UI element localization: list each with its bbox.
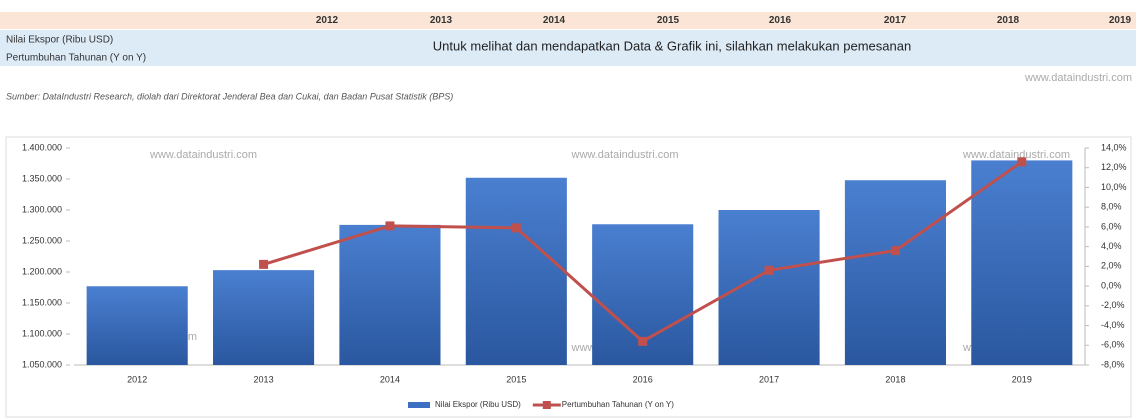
y-tick-label: 1.100.000 [22,328,62,338]
marker [764,265,774,275]
x-tick-label: 2016 [633,374,653,384]
y-tick-label: 1.250.000 [22,235,62,245]
row-label: Nilai Ekspor (Ribu USD) [6,35,113,46]
watermark: www.dataindustri.com [1024,72,1132,84]
y2-tick-label: -6,0% [1101,340,1125,350]
marker [385,221,395,231]
x-tick-label: 2014 [380,374,400,384]
y2-tick-label: 2,0% [1101,261,1122,271]
y-tick-label: 1.150.000 [22,297,62,307]
y2-tick-label: 0,0% [1101,280,1122,290]
legend-swatch [542,401,551,409]
marker [890,246,900,256]
year-header: 2016 [769,15,792,26]
y2-tick-label: -4,0% [1101,320,1125,330]
y2-tick-label: 10,0% [1101,182,1127,192]
year-header: 2013 [430,15,453,26]
x-tick-label: 2015 [506,374,526,384]
bar [844,180,946,365]
legend-swatch [408,402,430,408]
y2-tick-label: 8,0% [1101,202,1122,212]
bar [339,224,441,365]
x-tick-label: 2013 [254,374,274,384]
bar [213,270,315,365]
y2-tick-label: 6,0% [1101,221,1122,231]
watermark: www.dataindustri.com [962,149,1070,161]
source: Sumber: DataIndustri Research, diolah da… [6,91,453,101]
year-header: 2015 [657,15,680,26]
x-tick-label: 2018 [885,374,905,384]
year-header: 2019 [1109,15,1132,26]
watermark: www.dataindustri.com [571,149,679,161]
year-header: 2014 [543,15,566,26]
y2-tick-label: 12,0% [1101,162,1127,172]
y-tick-label: 1.400.000 [22,142,62,152]
y2-tick-label: -8,0% [1101,359,1125,369]
bar [465,177,567,365]
y2-tick-label: -2,0% [1101,300,1125,310]
chart-frame [5,136,1132,418]
year-header: 2017 [884,15,907,26]
y-tick-label: 1.200.000 [22,266,62,276]
y2-tick-label: 14,0% [1101,142,1127,152]
watermark: www.dataindustri.com [149,149,257,161]
data-rows [0,30,1136,66]
year-header: 2012 [316,15,339,26]
y-tick-label: 1.300.000 [22,204,62,214]
x-tick-label: 2019 [1012,374,1032,384]
x-tick-label: 2012 [127,374,147,384]
bar [86,286,188,365]
order-message: Untuk melihat dan mendapatkan Data & Gra… [433,38,911,53]
y2-tick-label: 4,0% [1101,241,1122,251]
x-tick-label: 2017 [759,374,779,384]
header-row [0,12,1136,29]
marker [511,223,521,233]
y-tick-label: 1.050.000 [22,359,62,369]
marker [1017,157,1027,167]
legend-label: Pertumbuhan Tahunan (Y on Y) [562,400,674,409]
bar [718,210,820,365]
y-tick-label: 1.350.000 [22,173,62,183]
marker [638,336,648,346]
legend-label: Nilai Ekspor (Ribu USD) [435,400,521,409]
marker [259,259,269,269]
bar [971,160,1073,365]
row-label: Pertumbuhan Tahunan (Y on Y) [6,53,146,64]
year-header: 2018 [997,15,1020,26]
